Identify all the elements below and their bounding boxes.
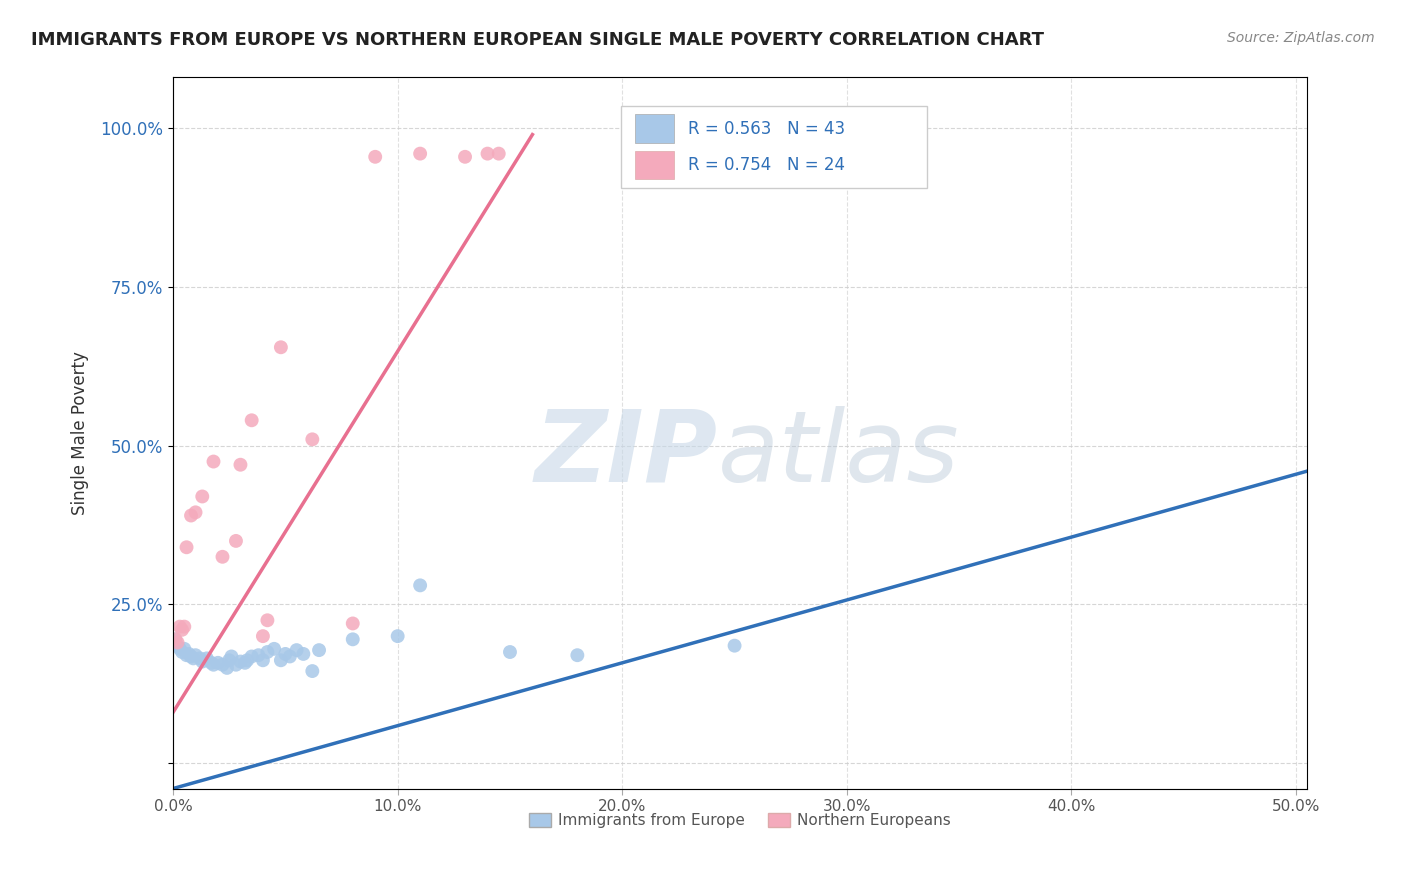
Point <box>835 137 858 152</box>
Point <box>308 643 330 657</box>
Text: ZIP: ZIP <box>534 406 717 503</box>
Point <box>170 623 193 637</box>
Point <box>454 150 477 164</box>
Point <box>240 413 263 427</box>
Point <box>173 619 195 633</box>
Point <box>225 657 247 672</box>
Point <box>207 656 229 670</box>
Point <box>169 619 191 633</box>
Text: R = 0.563   N = 43: R = 0.563 N = 43 <box>688 120 845 137</box>
Y-axis label: Single Male Poverty: Single Male Poverty <box>72 351 89 515</box>
Point <box>342 632 364 647</box>
Point <box>221 649 243 664</box>
Point <box>301 433 323 447</box>
Point <box>285 643 308 657</box>
Point <box>270 653 292 667</box>
Point <box>176 648 198 663</box>
Point <box>387 629 409 643</box>
Point <box>218 653 240 667</box>
Point <box>488 146 510 161</box>
Point <box>225 533 247 548</box>
Point <box>270 340 292 354</box>
Point <box>301 664 323 678</box>
Text: R = 0.754   N = 24: R = 0.754 N = 24 <box>688 156 845 174</box>
FancyBboxPatch shape <box>634 114 675 143</box>
Point <box>184 648 207 663</box>
Point <box>240 649 263 664</box>
Legend: Immigrants from Europe, Northern Europeans: Immigrants from Europe, Northern Europea… <box>523 806 957 834</box>
Point <box>181 651 204 665</box>
Point <box>200 656 222 670</box>
Point <box>191 490 214 504</box>
Point <box>180 508 202 523</box>
Point <box>263 641 285 656</box>
Point <box>252 653 274 667</box>
Point <box>229 458 252 472</box>
Point <box>274 647 297 661</box>
Point <box>256 645 278 659</box>
Point <box>342 616 364 631</box>
Point <box>409 146 432 161</box>
Point <box>180 649 202 664</box>
Point <box>723 639 745 653</box>
Point <box>233 656 256 670</box>
Point <box>184 505 207 519</box>
Point <box>252 629 274 643</box>
Point <box>211 657 233 672</box>
Point <box>188 651 211 665</box>
Point <box>278 649 301 664</box>
Text: atlas: atlas <box>717 406 959 503</box>
Point <box>567 648 589 663</box>
Point <box>170 645 193 659</box>
Point <box>169 641 191 656</box>
Point <box>202 657 225 672</box>
Point <box>202 454 225 468</box>
Point <box>499 645 522 659</box>
Point <box>229 655 252 669</box>
FancyBboxPatch shape <box>634 151 675 179</box>
Point <box>191 655 214 669</box>
Point <box>195 651 218 665</box>
Text: IMMIGRANTS FROM EUROPE VS NORTHERN EUROPEAN SINGLE MALE POVERTY CORRELATION CHAR: IMMIGRANTS FROM EUROPE VS NORTHERN EUROP… <box>31 31 1043 49</box>
Point <box>166 639 188 653</box>
Point <box>211 549 233 564</box>
Point <box>247 648 270 663</box>
Point <box>364 150 387 164</box>
Text: Source: ZipAtlas.com: Source: ZipAtlas.com <box>1227 31 1375 45</box>
Point <box>256 613 278 627</box>
Point <box>215 661 238 675</box>
Point <box>176 541 198 555</box>
Point <box>165 632 187 647</box>
Point <box>177 647 200 661</box>
FancyBboxPatch shape <box>621 106 928 187</box>
Point <box>173 641 195 656</box>
Point <box>165 632 187 647</box>
Point <box>477 146 499 161</box>
Point <box>166 635 188 649</box>
Point <box>236 653 259 667</box>
Point <box>292 647 315 661</box>
Point <box>409 578 432 592</box>
